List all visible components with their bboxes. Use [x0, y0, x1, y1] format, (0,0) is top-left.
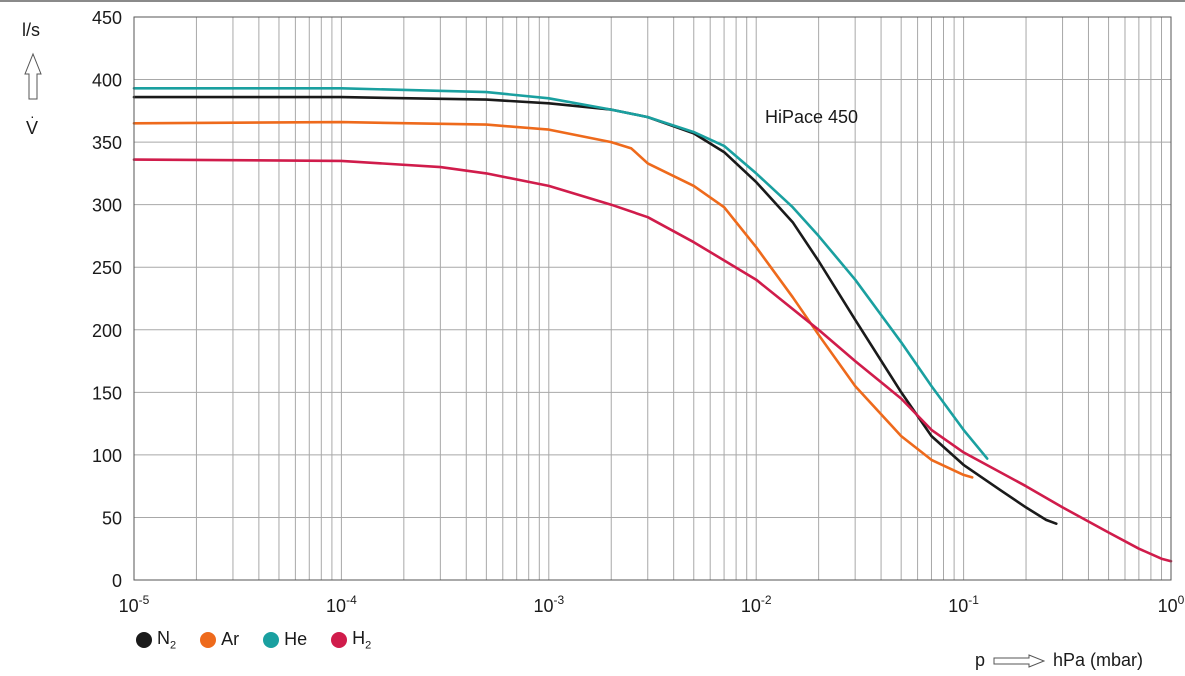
series-line-h2 [132, 158, 1173, 563]
y-tick-label: 400 [92, 71, 122, 91]
legend-dot-icon [331, 631, 348, 648]
series-line-n2 [132, 95, 1058, 525]
y-tick-label: 0 [112, 571, 122, 591]
x-tick-label: 10-4 [326, 593, 357, 616]
x-axis-unit: hPa (mbar) [1053, 650, 1144, 670]
y-tick-label: 450 [92, 8, 122, 28]
plot-frame [133, 16, 1172, 581]
legend-item-he: He [263, 628, 307, 652]
v-dot-icon: · [30, 108, 35, 124]
y-tick-label: 250 [92, 258, 122, 278]
x-tick-label: 10-1 [948, 593, 979, 616]
y-tick-label: 150 [92, 383, 122, 403]
x-tick-label: 10-5 [119, 593, 150, 616]
legend-item-ar: Ar [200, 628, 239, 652]
legend-dot-icon [263, 631, 280, 648]
legend-item-h2: H2 [331, 628, 371, 652]
x-tick-label: 10-2 [741, 593, 772, 616]
up-arrow-icon [24, 52, 42, 100]
right-arrow-icon [993, 653, 1046, 668]
legend: N2 Ar He H2 [136, 628, 371, 652]
y-tick-label: 350 [92, 133, 122, 153]
legend-label: Ar [221, 629, 240, 650]
legend-dot-icon [200, 631, 217, 648]
x-tick-label: 10-3 [533, 593, 564, 616]
series-line-he [132, 87, 989, 460]
x-tick-labels: 10-5 10-4 10-3 10-2 10-1 100 [119, 593, 1185, 616]
chart-annotation: HiPace 450 [765, 107, 859, 127]
y-axis-symbol: V [26, 118, 39, 138]
y-tick-label: 300 [92, 196, 122, 216]
legend-item-n2: N2 [136, 628, 176, 652]
grid [133, 16, 1171, 581]
x-tick-label: 100 [1158, 593, 1185, 616]
legend-dot-icon [136, 631, 152, 648]
series-line-ar [132, 120, 974, 479]
x-axis-symbol: p [975, 650, 986, 670]
y-tick-label: 50 [102, 508, 122, 528]
top-border [0, 0, 1185, 2]
legend-label: H2 [352, 628, 372, 652]
legend-label: He [284, 629, 308, 650]
x-axis-label: p hPa (mbar) [975, 650, 1143, 671]
y-tick-labels: 0 50 100 150 200 250 300 350 400 450 [92, 8, 122, 591]
y-axis-unit: l/s [22, 20, 40, 40]
y-tick-label: 100 [92, 446, 122, 466]
legend-label: N2 [157, 628, 177, 652]
y-tick-label: 200 [92, 321, 122, 341]
series-lines [132, 87, 1173, 563]
